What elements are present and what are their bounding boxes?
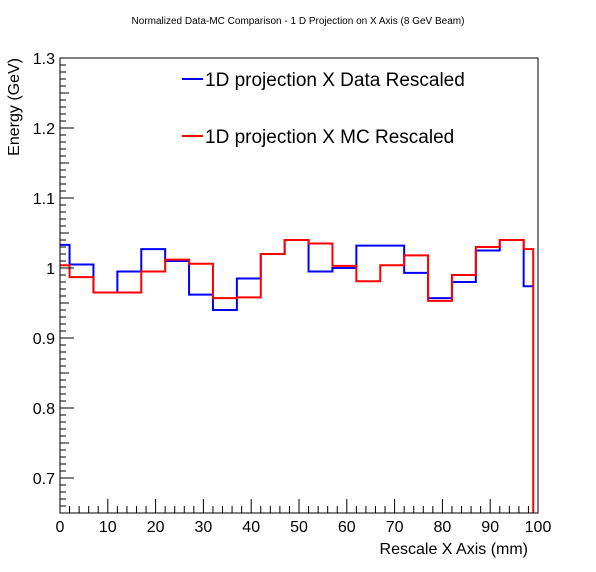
y-axis: 0.7 0.8 0.9 1 1.1 1.2 1.3 bbox=[33, 51, 74, 514]
x-tick-label: 30 bbox=[195, 519, 213, 536]
legend-label: 1D projection X MC Rescaled bbox=[205, 127, 454, 148]
series-layer bbox=[60, 239, 535, 513]
x-tick-label: 80 bbox=[434, 519, 452, 536]
y-axis-title: Energy (GeV) bbox=[6, 58, 23, 156]
x-tick-label: 60 bbox=[338, 519, 356, 536]
x-tick-label: 0 bbox=[56, 519, 65, 536]
x-tick-label: 40 bbox=[242, 519, 260, 536]
y-tick-label: 0.7 bbox=[33, 471, 55, 488]
x-tick-label: 70 bbox=[386, 519, 404, 536]
legend-label: 1D projection X Data Rescaled bbox=[205, 70, 465, 91]
x-tick-label: 90 bbox=[481, 519, 499, 536]
x-tick-label: 50 bbox=[290, 519, 308, 536]
legend: 1D projection X Data Rescaled 1D projecti… bbox=[182, 70, 465, 148]
x-axis: 0 10 20 30 40 50 60 70 80 90 100 bbox=[56, 499, 552, 536]
x-tick-label: 20 bbox=[147, 519, 165, 536]
y-tick-label: 1.1 bbox=[33, 191, 55, 208]
series-line-mc bbox=[60, 239, 535, 513]
x-tick-label: 10 bbox=[99, 519, 117, 536]
y-tick-label: 0.8 bbox=[33, 401, 55, 418]
y-tick-label: 1 bbox=[46, 261, 55, 278]
x-tick-label: 100 bbox=[525, 519, 552, 536]
y-tick-label: 1.2 bbox=[33, 121, 55, 138]
y-tick-label: 0.9 bbox=[33, 331, 55, 348]
y-tick-label: 1.3 bbox=[33, 51, 55, 68]
x-axis-title: Rescale X Axis (mm) bbox=[380, 541, 528, 558]
chart-title: Normalized Data-MC Comparison - 1 D Proj… bbox=[132, 16, 465, 27]
